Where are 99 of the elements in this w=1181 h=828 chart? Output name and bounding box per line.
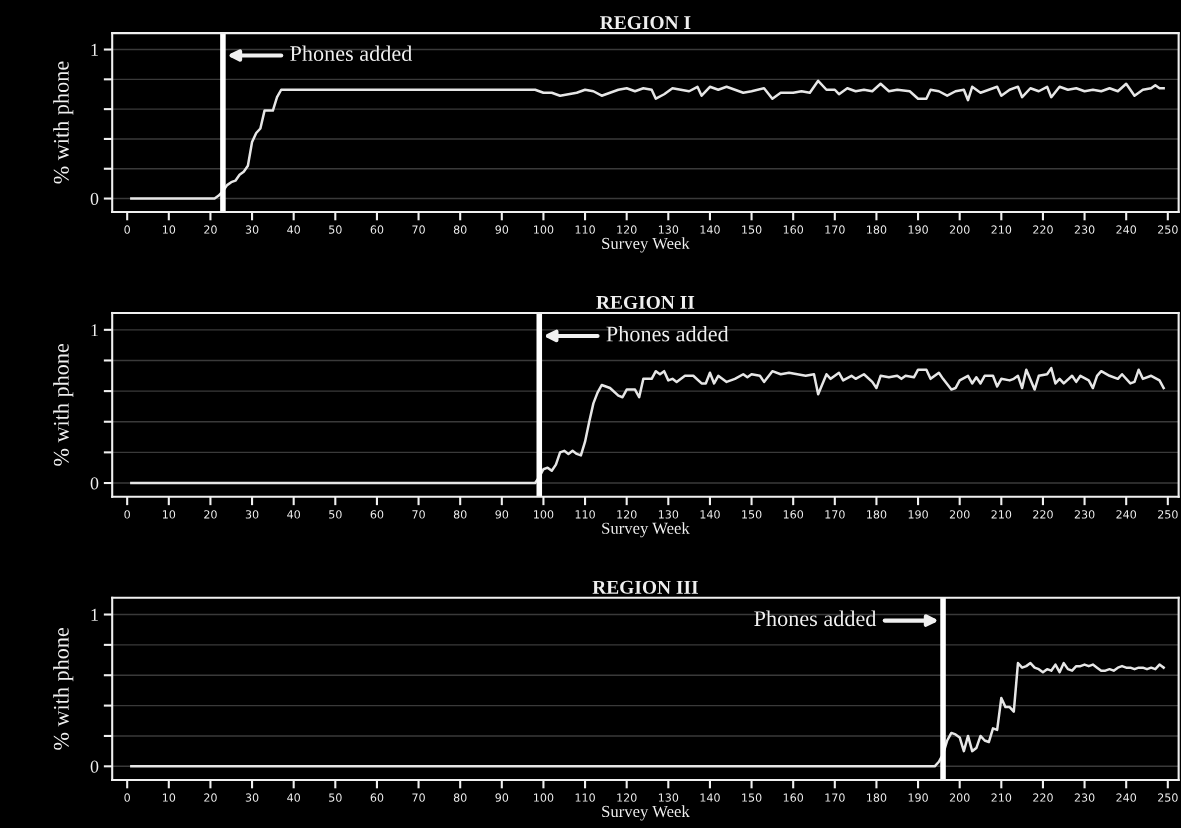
x-tick-label: 160 — [783, 510, 804, 519]
x-tick-label: 40 — [287, 225, 301, 234]
ref-line-label: Phones added — [754, 610, 877, 627]
x-tick-label: 0 — [124, 510, 130, 519]
x-tick-label: 170 — [825, 225, 845, 234]
x-tick-label: 80 — [453, 793, 467, 802]
chart-title: REGION III — [592, 580, 698, 594]
y-tick-label: 0 — [90, 760, 99, 773]
line-series — [130, 79, 1165, 200]
x-tick-label: 40 — [287, 793, 301, 802]
ref-line-label: Phones added — [290, 45, 413, 62]
x-tick-label: 130 — [658, 225, 679, 234]
x-tick-label: 120 — [617, 793, 637, 802]
x-tick-label: 250 — [1158, 510, 1178, 519]
x-tick-label: 10 — [162, 510, 176, 519]
x-axis-title: Survey Week — [602, 522, 690, 538]
x-tick-label: 170 — [825, 793, 845, 802]
x-tick-label: 200 — [949, 225, 970, 234]
x-tick-label: 150 — [742, 793, 762, 802]
x-tick-label: 120 — [617, 510, 637, 519]
chart-title: REGION I — [600, 16, 691, 30]
x-tick-label: 180 — [867, 510, 887, 519]
x-tick-label: 10 — [162, 793, 176, 802]
x-tick-label: 220 — [1033, 510, 1053, 519]
x-tick-label: 90 — [495, 225, 509, 234]
x-axis-title: Survey Week — [602, 237, 690, 253]
x-tick-label: 110 — [575, 793, 595, 802]
x-tick-label: 100 — [534, 793, 554, 802]
x-tick-label: 230 — [1074, 793, 1095, 802]
x-axis-title: Survey Week — [602, 805, 690, 821]
x-tick-label: 70 — [412, 510, 425, 519]
x-tick-label: 240 — [1116, 793, 1137, 802]
x-tick-label: 110 — [575, 510, 595, 519]
x-tick-label: 30 — [245, 793, 259, 802]
x-tick-label: 240 — [1116, 510, 1137, 519]
x-tick-label: 190 — [908, 510, 928, 519]
x-tick-label: 130 — [658, 793, 679, 802]
x-tick-label: 180 — [867, 225, 887, 234]
x-tick-label: 40 — [287, 510, 301, 519]
x-tick-label: 20 — [204, 510, 217, 519]
x-tick-label: 170 — [825, 510, 845, 519]
x-tick-label: 50 — [329, 225, 342, 234]
x-tick-label: 240 — [1116, 225, 1137, 234]
x-tick-label: 60 — [370, 510, 384, 519]
x-tick-label: 0 — [124, 793, 130, 802]
x-tick-label: 30 — [245, 225, 259, 234]
line-series — [130, 366, 1165, 485]
x-tick-label: 210 — [991, 793, 1012, 802]
x-tick-label: 250 — [1158, 225, 1178, 234]
x-tick-label: 190 — [908, 225, 928, 234]
chart-title: REGION II — [596, 295, 695, 310]
x-tick-label: 80 — [453, 510, 467, 519]
x-tick-label: 120 — [617, 225, 637, 234]
x-tick-label: 220 — [1033, 225, 1053, 234]
x-tick-label: 150 — [742, 510, 762, 519]
y-tick-label: 1 — [91, 43, 98, 56]
line-series — [130, 661, 1165, 768]
x-tick-label: 160 — [783, 793, 804, 802]
x-tick-label: 50 — [329, 510, 342, 519]
y-tick-label: 1 — [91, 608, 98, 621]
y-axis-title: % with phone — [53, 627, 74, 750]
x-tick-label: 190 — [908, 793, 928, 802]
x-tick-label: 230 — [1074, 225, 1095, 234]
x-tick-label: 160 — [783, 225, 804, 234]
x-tick-label: 230 — [1074, 510, 1095, 519]
x-tick-label: 30 — [245, 510, 259, 519]
x-tick-label: 90 — [495, 793, 509, 802]
x-tick-label: 110 — [575, 225, 595, 234]
x-tick-label: 130 — [658, 510, 679, 519]
x-tick-label: 60 — [370, 225, 384, 234]
x-tick-label: 20 — [204, 793, 217, 802]
x-tick-label: 140 — [700, 510, 720, 519]
x-tick-label: 100 — [534, 225, 554, 234]
x-tick-label: 70 — [412, 793, 425, 802]
x-tick-label: 250 — [1158, 793, 1178, 802]
y-axis-title: % with phone — [53, 61, 74, 184]
x-tick-label: 100 — [534, 510, 554, 519]
y-tick-label: 1 — [91, 324, 98, 337]
x-tick-label: 200 — [949, 510, 970, 519]
x-tick-label: 10 — [162, 225, 176, 234]
x-tick-label: 200 — [949, 793, 970, 802]
y-tick-label: 0 — [90, 192, 99, 205]
x-tick-label: 90 — [495, 510, 509, 519]
y-axis-title: % with phone — [53, 343, 74, 466]
x-tick-label: 20 — [204, 225, 217, 234]
x-tick-label: 220 — [1033, 793, 1053, 802]
x-tick-label: 70 — [412, 225, 425, 234]
x-tick-label: 50 — [329, 793, 342, 802]
x-tick-label: 80 — [453, 225, 467, 234]
x-tick-label: 60 — [370, 793, 384, 802]
ref-line-label: Phones added — [606, 325, 729, 342]
x-tick-label: 140 — [700, 225, 720, 234]
x-tick-label: 210 — [991, 510, 1012, 519]
x-tick-label: 150 — [742, 225, 762, 234]
x-tick-label: 0 — [124, 225, 130, 234]
x-tick-label: 140 — [700, 793, 720, 802]
x-tick-label: 210 — [991, 225, 1012, 234]
y-tick-label: 0 — [90, 477, 99, 490]
x-tick-label: 180 — [867, 793, 887, 802]
